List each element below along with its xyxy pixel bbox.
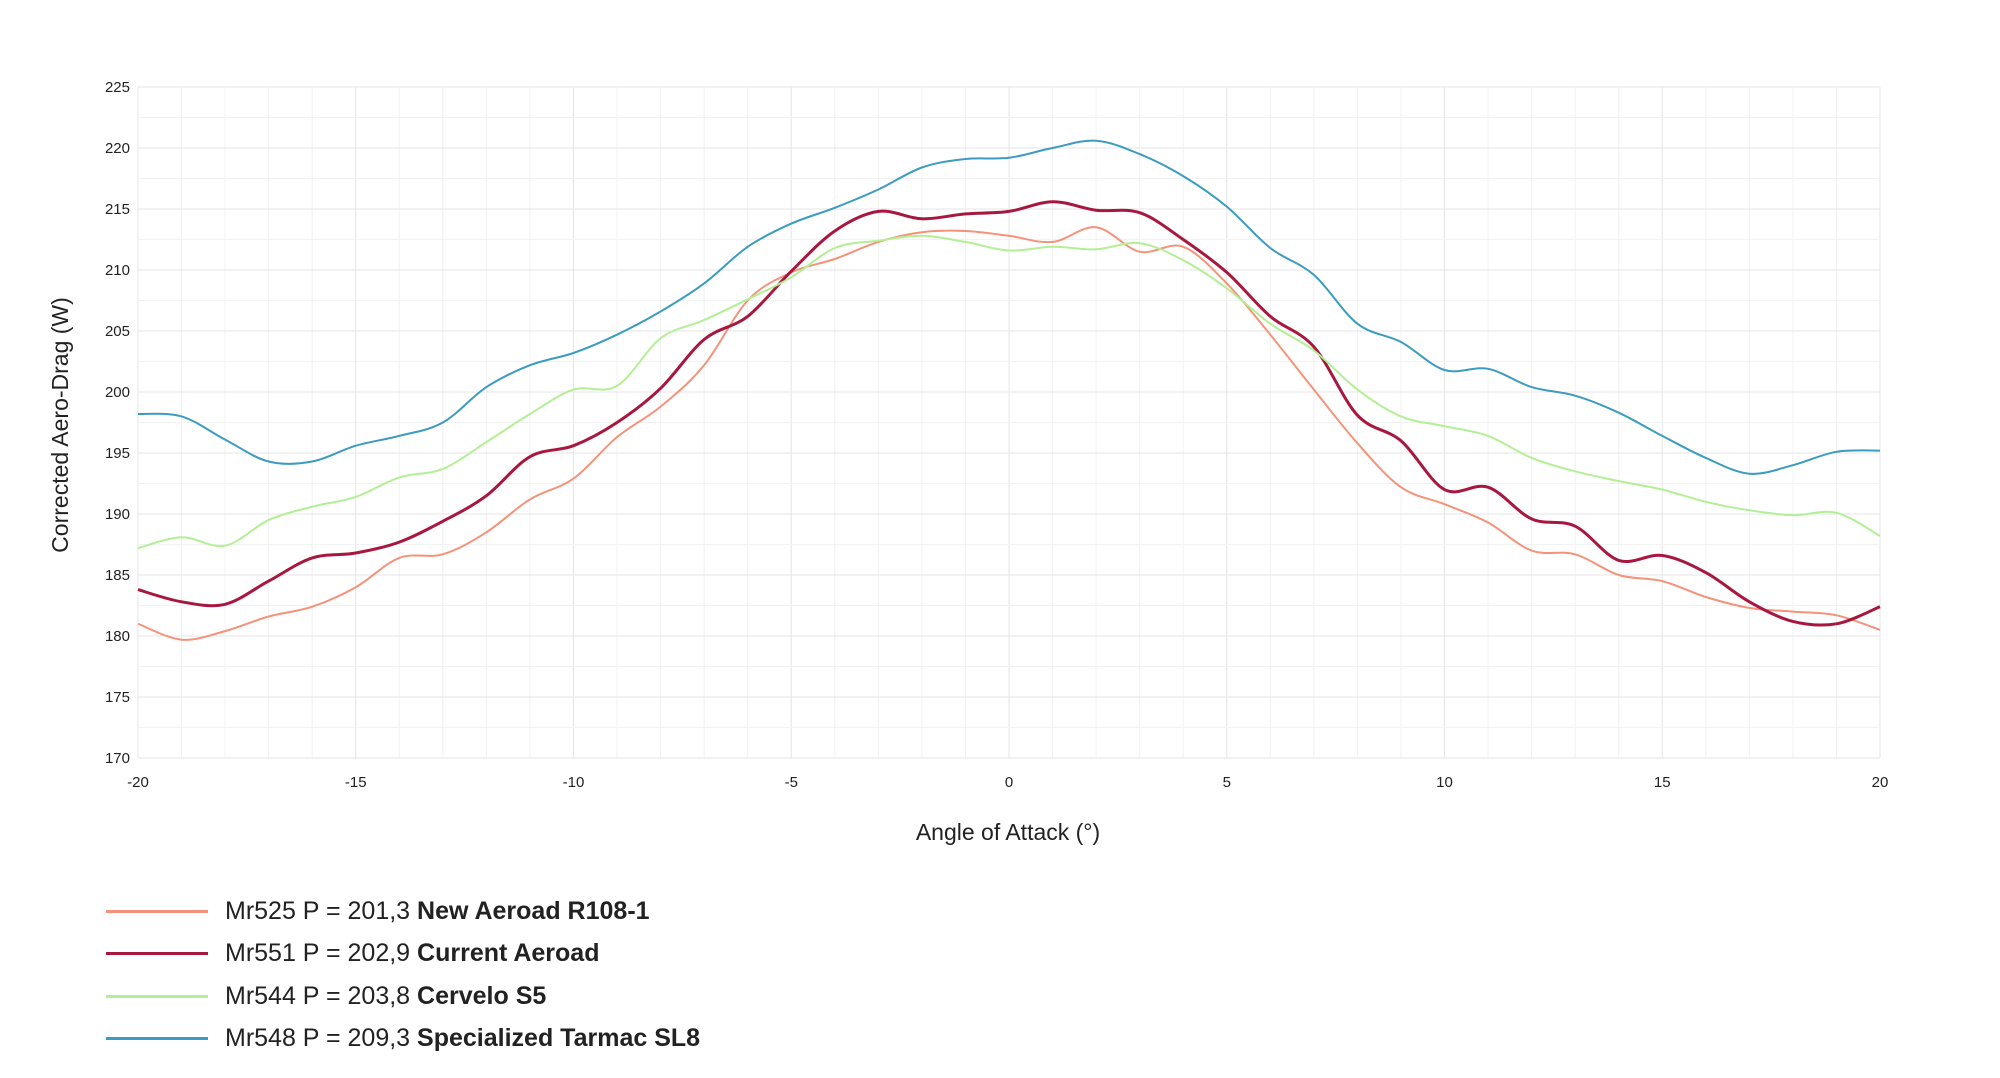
legend-prefix: Mr548 P = 209,3 (225, 1024, 411, 1053)
x-tick-label: 20 (1872, 774, 1889, 791)
x-tick-label: -15 (345, 774, 367, 791)
legend-series-name: Cervelo S5 (417, 981, 547, 1010)
legend-series-name: New Aeroad R108-1 (417, 896, 650, 925)
y-tick-label: 175 (105, 689, 130, 706)
x-tick-label: 15 (1654, 774, 1671, 791)
y-tick-label: 185 (105, 567, 130, 584)
x-tick-label: -20 (127, 774, 149, 791)
legend-prefix: Mr544 P = 203,8 (225, 981, 411, 1010)
series-line-current-aeroad (137, 200, 1881, 627)
y-tick-label: 215 (105, 201, 130, 218)
x-tick-label: 10 (1436, 774, 1453, 791)
x-tick-label: 0 (1005, 774, 1013, 791)
legend-label: Mr544 P = 203,8 Cervelo S5 (225, 982, 546, 1011)
chart-legend: Mr525 P = 201,3 New Aeroad R108-1 Mr551 … (106, 890, 700, 1060)
y-tick-label: 210 (105, 262, 130, 279)
y-tick-label: 180 (105, 628, 130, 645)
series-line-new-aeroad-r108-1 (137, 226, 1881, 641)
legend-series-name: Current Aeroad (417, 939, 600, 968)
legend-swatch (106, 994, 208, 998)
legend-item: Mr525 P = 201,3 New Aeroad R108-1 (106, 890, 700, 933)
legend-prefix: Mr551 P = 202,9 (225, 939, 411, 968)
chart-grid (137, 86, 1881, 759)
legend-item: Mr544 P = 203,8 Cervelo S5 (106, 975, 700, 1018)
y-tick-label: 170 (105, 750, 130, 767)
legend-label: Mr551 P = 202,9 Current Aeroad (225, 939, 599, 968)
legend-swatch (106, 952, 208, 956)
legend-swatch (106, 1037, 208, 1041)
y-tick-label: 190 (105, 506, 130, 523)
y-tick-label: 205 (105, 323, 130, 340)
legend-item: Mr551 P = 202,9 Current Aeroad (106, 933, 700, 976)
y-tick-label: 225 (105, 79, 130, 96)
y-tick-label: 195 (105, 445, 130, 462)
series-lines (137, 139, 1881, 641)
x-axis-ticks: -20 -15 -10 -5 0 5 10 15 20 (127, 774, 1888, 791)
legend-item: Mr548 P = 209,3 Specialized Tarmac SL8 (106, 1018, 700, 1061)
x-tick-label: 5 (1223, 774, 1231, 791)
y-tick-label: 200 (105, 384, 130, 401)
x-tick-label: -10 (563, 774, 585, 791)
legend-series-name: Specialized Tarmac SL8 (417, 1024, 701, 1053)
legend-swatch (106, 909, 208, 913)
y-tick-label: 220 (105, 140, 130, 157)
y-axis-label: Corrected Aero-Drag (W) (47, 297, 73, 553)
x-axis-label: Angle of Attack (°) (916, 819, 1100, 845)
y-axis-ticks: 170 175 180 185 190 195 200 205 210 215 220 225 (105, 79, 130, 767)
legend-prefix: Mr525 P = 201,3 (225, 896, 411, 925)
legend-label: Mr525 P = 201,3 New Aeroad R108-1 (225, 897, 650, 926)
series-line-specialized-tarmac-sl8 (137, 139, 1881, 475)
x-tick-label: -5 (785, 774, 798, 791)
series-line-cervelo-s5 (137, 234, 1881, 550)
legend-label: Mr548 P = 209,3 Specialized Tarmac SL8 (225, 1024, 700, 1053)
